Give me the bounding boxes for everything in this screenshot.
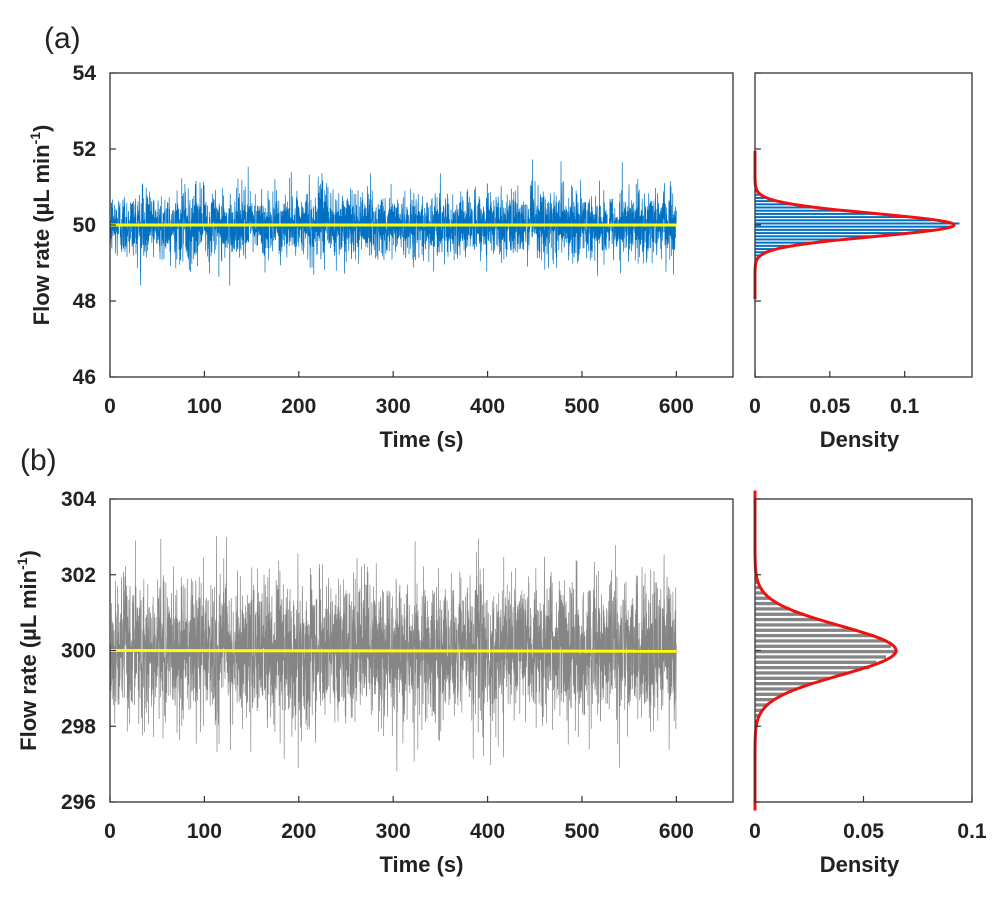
histogram-bar [755, 596, 770, 600]
xtick-label: 600 [659, 395, 694, 418]
histogram-bar [755, 219, 932, 222]
xtick-label: 200 [281, 820, 316, 843]
timeseries-plot-b: 296 298 300 302 304 0 100 200 300 400 500 600 Time (… [14, 488, 734, 877]
ytick-label: 296 [61, 791, 96, 814]
xtick-label: 0 [104, 820, 116, 843]
xtick-label: 0 [104, 395, 116, 418]
hist-xtick-label: 0.1 [957, 820, 987, 843]
histogram-bar [755, 639, 887, 643]
histogram-bar [755, 692, 784, 696]
ytick-label: 54 [73, 62, 97, 85]
histogram-bar [755, 232, 909, 235]
signal-trace-b [109, 536, 677, 772]
histogram-bar [755, 623, 838, 627]
ytick-label: 46 [73, 366, 96, 389]
x-axis-label-b: Time (s) [380, 852, 464, 877]
histogram-bar [755, 228, 935, 231]
ytick-label: 304 [61, 488, 96, 511]
xtick-label: 400 [470, 820, 505, 843]
histogram-bar [755, 241, 816, 244]
histogram-bar [755, 660, 877, 664]
ytick-label: 302 [61, 564, 96, 587]
hist-xtick-label: 0 [749, 395, 761, 418]
histogram-bar [755, 633, 874, 638]
hist-xtick-label: 0.1 [890, 395, 920, 418]
xtick-label: 100 [187, 820, 222, 843]
xtick-label: 200 [281, 395, 316, 418]
histogram-bar [755, 251, 767, 254]
histogram-bar [755, 628, 858, 632]
hist-xtick-label: 0.05 [809, 395, 850, 418]
histogram-bar [755, 196, 767, 199]
histogram-bar [755, 200, 778, 203]
histogram-plot-a: 0 0.05 0.1 Density [749, 72, 973, 452]
xtick-label: 400 [470, 395, 505, 418]
histogram-bar [755, 225, 954, 228]
histogram-bar [755, 714, 760, 718]
panel-label-a: (a) [44, 22, 81, 55]
ytick-label: 52 [73, 138, 96, 161]
histogram-bar [755, 206, 817, 209]
histogram-bar [755, 687, 798, 691]
hist-xtick-label: 0 [749, 820, 761, 843]
xtick-label: 300 [376, 395, 411, 418]
xtick-label: 500 [564, 395, 599, 418]
timeseries-plot-a: 46 48 50 52 54 0 100 200 300 400 500 600 Time (s) Flo… [27, 62, 734, 452]
histogram-bar [755, 655, 886, 659]
panel-label-b: (b) [20, 444, 57, 477]
histogram-bar [755, 238, 844, 241]
histogram-bar [755, 703, 768, 707]
histogram-bar [755, 607, 790, 611]
xtick-label: 100 [187, 395, 222, 418]
histogram-bar [755, 212, 881, 215]
xtick-label: 500 [564, 820, 599, 843]
histogram-bar [755, 216, 906, 219]
hist-x-axis-label-a: Density [820, 427, 900, 452]
hist-frame-a [754, 72, 973, 378]
hist-xtick-label: 0.05 [843, 820, 884, 843]
ytick-label: 48 [73, 290, 97, 313]
y-axis-label-a: Flow rate (µL min-1) [27, 125, 54, 326]
histogram-bar [755, 209, 844, 212]
histogram-bar [755, 708, 763, 712]
histogram-bar [755, 681, 812, 686]
histogram-bar [755, 676, 829, 680]
histogram-bar [755, 612, 805, 616]
histogram-bar [755, 617, 819, 622]
histogram-bar [755, 591, 765, 595]
hist-x-axis-label-b: Density [820, 852, 900, 877]
histogram-bar [755, 671, 849, 675]
ytick-label: 300 [61, 640, 96, 663]
ytick-label: 298 [61, 715, 96, 738]
xtick-label: 300 [376, 820, 411, 843]
histogram-bar [755, 193, 761, 196]
histogram-bar [755, 222, 960, 225]
histogram-bar [755, 585, 761, 590]
histogram-plot-b: 0 0.05 0.1 Density [749, 490, 987, 877]
x-axis-label-a: Time (s) [380, 427, 464, 452]
histogram-bar [755, 248, 777, 251]
histogram-bar [755, 644, 892, 648]
histogram-bar [755, 203, 794, 206]
xtick-label: 600 [659, 820, 694, 843]
histogram-bar [755, 244, 793, 247]
histogram-bar [755, 649, 898, 654]
histogram-bar [755, 235, 881, 238]
histogram-bar [755, 665, 870, 670]
histogram-bar [755, 601, 778, 606]
ytick-label: 50 [73, 214, 96, 237]
signal-trace-a [109, 159, 677, 286]
histogram-bar [755, 254, 761, 257]
y-axis-label-b: Flow rate (µL min-1) [14, 550, 41, 751]
fit-curve-a [753, 150, 956, 300]
mean-line-b [109, 649, 677, 653]
histogram-bar [755, 697, 775, 702]
